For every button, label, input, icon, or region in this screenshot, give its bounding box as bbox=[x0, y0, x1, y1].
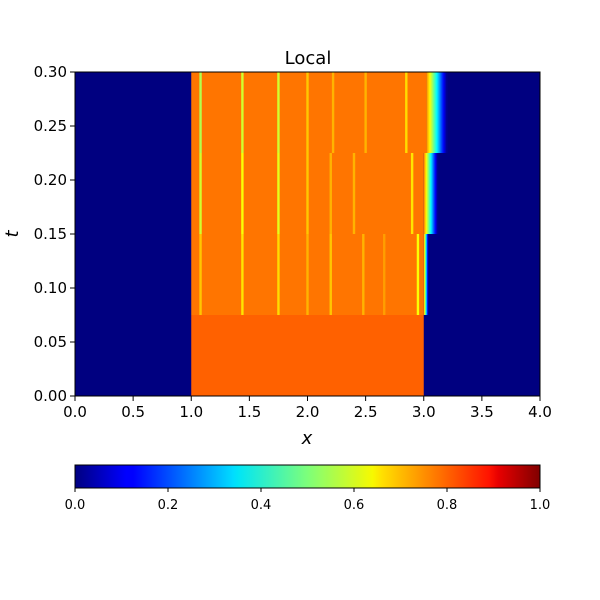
heatmap-band-3-front-13 bbox=[437, 72, 439, 153]
heatmap-band-3-front-11 bbox=[435, 72, 438, 153]
y-axis-ticks: 0.00 0.05 0.10 0.15 0.20 0.25 0.30 bbox=[34, 63, 75, 405]
heatmap-band-3-front-9 bbox=[433, 72, 436, 153]
heatmap-band-1-front-23 bbox=[428, 234, 429, 315]
y-tick-label: 0.00 bbox=[34, 387, 67, 405]
heatmap-band-3-front-18 bbox=[441, 72, 444, 153]
heatmap-band-3-spike-1 bbox=[241, 72, 244, 153]
heatmap-band-1-spike-5 bbox=[362, 234, 365, 315]
heatmap-band-3-front-5 bbox=[430, 72, 432, 153]
heatmap-band-3-front-21 bbox=[444, 72, 446, 153]
heatmap-band-3-front-16 bbox=[440, 72, 442, 153]
heatmap-band-2-spike-0 bbox=[199, 153, 202, 234]
y-axis-label: t bbox=[2, 230, 23, 238]
heatmap-band-1-spike-6 bbox=[383, 234, 386, 315]
colorbar-tick-label: 0.8 bbox=[437, 498, 458, 513]
heatmap-band-3-front-0 bbox=[426, 72, 428, 153]
heatmap-band-1-spike-7 bbox=[416, 234, 420, 315]
heatmap-band-2-spike-1 bbox=[241, 153, 244, 234]
heatmap-band-2-spike-4 bbox=[329, 153, 332, 234]
heatmap-band-2-spike-3 bbox=[306, 153, 309, 234]
heatmap-band-3-front-8 bbox=[433, 72, 435, 153]
heatmap-band-3-spike-4 bbox=[331, 72, 335, 153]
heatmap-band-3-spike-5 bbox=[364, 72, 367, 153]
heatmap-band-3-front-2 bbox=[427, 72, 430, 153]
heatmap-band-3-front-10 bbox=[434, 72, 437, 153]
heatmap-plot bbox=[75, 72, 540, 396]
colorbar-tick-label: 0.0 bbox=[65, 498, 86, 513]
colorbar-tick-label: 0.6 bbox=[344, 498, 365, 513]
x-tick-label: 2.5 bbox=[354, 403, 378, 421]
heatmap-band-1-spike-0 bbox=[199, 234, 202, 315]
x-tick-label: 0.0 bbox=[63, 403, 87, 421]
heatmap-band-0 bbox=[191, 315, 424, 396]
heatmap-band-1-spike-1 bbox=[241, 234, 244, 315]
heatmap-band-3-front-20 bbox=[443, 72, 445, 153]
x-axis-ticks: 0.0 0.5 1.0 1.5 2.0 2.5 3.0 3.5 4.0 bbox=[63, 396, 552, 421]
colorbar-ticks: 0.0 0.2 0.4 0.6 0.8 1.0 bbox=[65, 488, 551, 513]
x-tick-label: 4.0 bbox=[528, 403, 552, 421]
y-tick-label: 0.30 bbox=[34, 63, 67, 81]
heatmap-band-3-front-23 bbox=[446, 72, 448, 153]
heatmap-band-3-front-1 bbox=[426, 72, 429, 153]
y-tick-label: 0.10 bbox=[34, 279, 67, 297]
x-tick-label: 1.0 bbox=[179, 403, 203, 421]
heatmap-band-1-spike-3 bbox=[306, 234, 309, 315]
heatmap-band-3-front-15 bbox=[439, 72, 441, 153]
heatmap-band-3-front-3 bbox=[428, 72, 431, 153]
heatmap-band-2-front-23 bbox=[437, 153, 439, 234]
heatmap-band-3-spike-0 bbox=[199, 72, 202, 153]
y-tick-label: 0.15 bbox=[34, 225, 67, 243]
chart-title: Local bbox=[285, 48, 332, 69]
heatmap-band-3-front-19 bbox=[442, 72, 445, 153]
x-tick-label: 2.0 bbox=[296, 403, 320, 421]
x-tick-label: 0.5 bbox=[121, 403, 145, 421]
colorbar bbox=[75, 465, 540, 488]
heatmap-band-3-spike-3 bbox=[306, 72, 309, 153]
heatmap-band-3-front-7 bbox=[432, 72, 434, 153]
heatmap-band-3-spike-2 bbox=[277, 72, 280, 153]
x-tick-label: 3.5 bbox=[470, 403, 494, 421]
x-tick-label: 1.5 bbox=[237, 403, 261, 421]
heatmap-band-3-spike-6 bbox=[405, 72, 408, 153]
heatmap-band-2-spike-2 bbox=[277, 153, 280, 234]
heatmap-band-1-spike-4 bbox=[329, 234, 332, 315]
heatmap-band-3-front-22 bbox=[445, 72, 447, 153]
colorbar-frame bbox=[74, 464, 541, 489]
colorbar-tick-label: 0.2 bbox=[158, 498, 179, 513]
x-tick-label: 3.0 bbox=[412, 403, 436, 421]
heatmap-band-3-front-4 bbox=[429, 72, 432, 153]
heatmap-band-3-front-6 bbox=[431, 72, 433, 153]
heatmap-band-1-spike-2 bbox=[277, 234, 280, 315]
heatmap-band-3-front-14 bbox=[438, 72, 440, 153]
heatmap-band-2-spike-5 bbox=[352, 153, 356, 234]
y-tick-label: 0.05 bbox=[34, 333, 67, 351]
x-axis-label: x bbox=[301, 428, 313, 449]
colorbar-tick-label: 1.0 bbox=[530, 498, 551, 513]
heatmap-band-3-front-12 bbox=[436, 72, 439, 153]
colorbar-tick-label: 0.4 bbox=[251, 498, 272, 513]
heatmap-band-3-front-17 bbox=[440, 72, 443, 153]
y-tick-label: 0.20 bbox=[34, 171, 67, 189]
heatmap-band-2-spike-6 bbox=[410, 153, 414, 234]
y-tick-label: 0.25 bbox=[34, 117, 67, 135]
